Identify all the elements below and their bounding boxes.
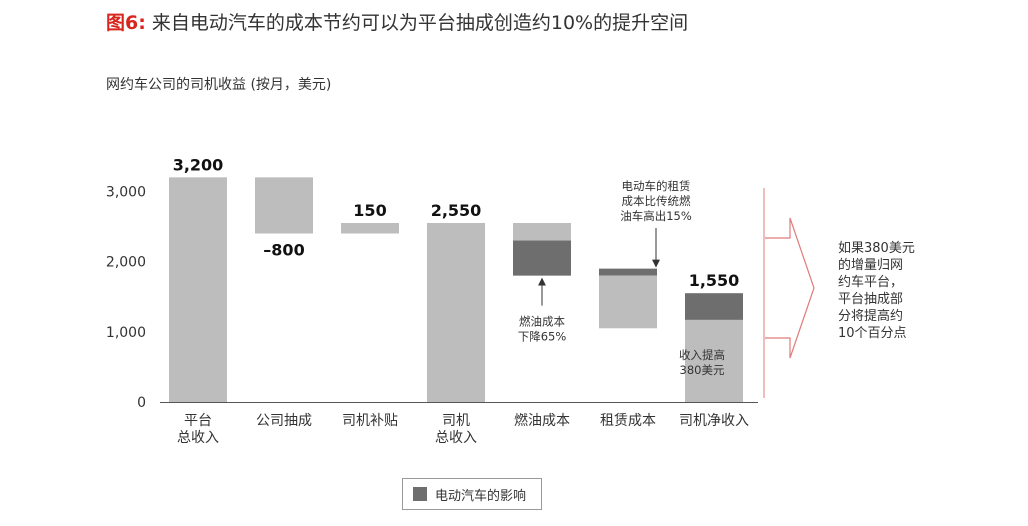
annotation-text: 380美元 [680,363,725,377]
chart-subtitle: 网约车公司的司机收益 (按月，美元) [106,77,332,93]
bar-segment-5 [513,240,571,276]
data-value-label: –800 [263,241,304,260]
bar-segment-6 [599,268,657,276]
annotation-text: 成本比传统燃 [622,194,691,208]
x-category-label: 总收入 [435,430,477,446]
annotation-text: 油车高出15% [620,209,692,223]
bar-segment-0 [169,177,227,402]
annotation-text: 收入提高 [679,348,725,362]
chart-title: 图6: 来自电动汽车的成本节约可以为平台抽成创造约10%的提升空间 [106,8,688,35]
side-note-line: 分将提高约 [838,308,903,324]
bar-segment-4 [513,222,571,241]
side-note-line: 如果380美元 [838,240,915,256]
x-category-label: 燃油成本 [514,412,570,429]
annotation-text: 下降65% [518,330,567,344]
x-category-label: 司机净收入 [679,413,749,429]
side-note-line: 的增量归网 [838,257,903,273]
data-value-label: 3,200 [173,155,224,174]
annotation-text: 燃油成本 [519,315,565,329]
y-tick-label: 0 [137,395,146,411]
y-tick-label: 2,000 [106,255,146,271]
x-category-label: 平台 [184,413,212,429]
x-category-label: 公司抽成 [256,413,312,429]
y-tick-label: 1,000 [106,325,146,341]
bar-segment-2 [341,222,399,234]
figure-caption: 来自电动汽车的成本节约可以为平台抽成创造约10%的提升空间 [145,12,689,34]
bar-segment-3 [427,222,485,402]
x-category-label: 司机补贴 [342,413,398,429]
x-category-label: 租赁成本 [600,413,656,429]
callout-arrow [765,217,815,359]
bar-segment-9 [685,293,743,320]
legend-swatch-ev-impact [413,487,427,501]
bar-segment-8 [685,319,743,402]
data-value-label: 2,550 [431,201,482,220]
x-category-label: 司机 [442,413,470,429]
bar-segment-7 [599,275,657,329]
annotation-text: 电动车的租赁 [622,179,691,193]
y-tick-label: 3,000 [106,184,146,200]
side-note-line: 约车平台， [838,274,903,290]
figure-number: 图6: [106,12,146,34]
bar-segment-1 [255,177,313,234]
data-value-label: 1,550 [689,271,740,290]
legend-label-ev-impact: 电动汽车的影响 [435,488,527,504]
x-category-label: 总收入 [177,430,219,446]
side-note-line: 10个百分点 [838,326,907,341]
chart-legend: 电动汽车的影响 [402,478,542,510]
data-value-label: 150 [353,201,386,220]
side-note-line: 平台抽成部 [838,292,903,307]
